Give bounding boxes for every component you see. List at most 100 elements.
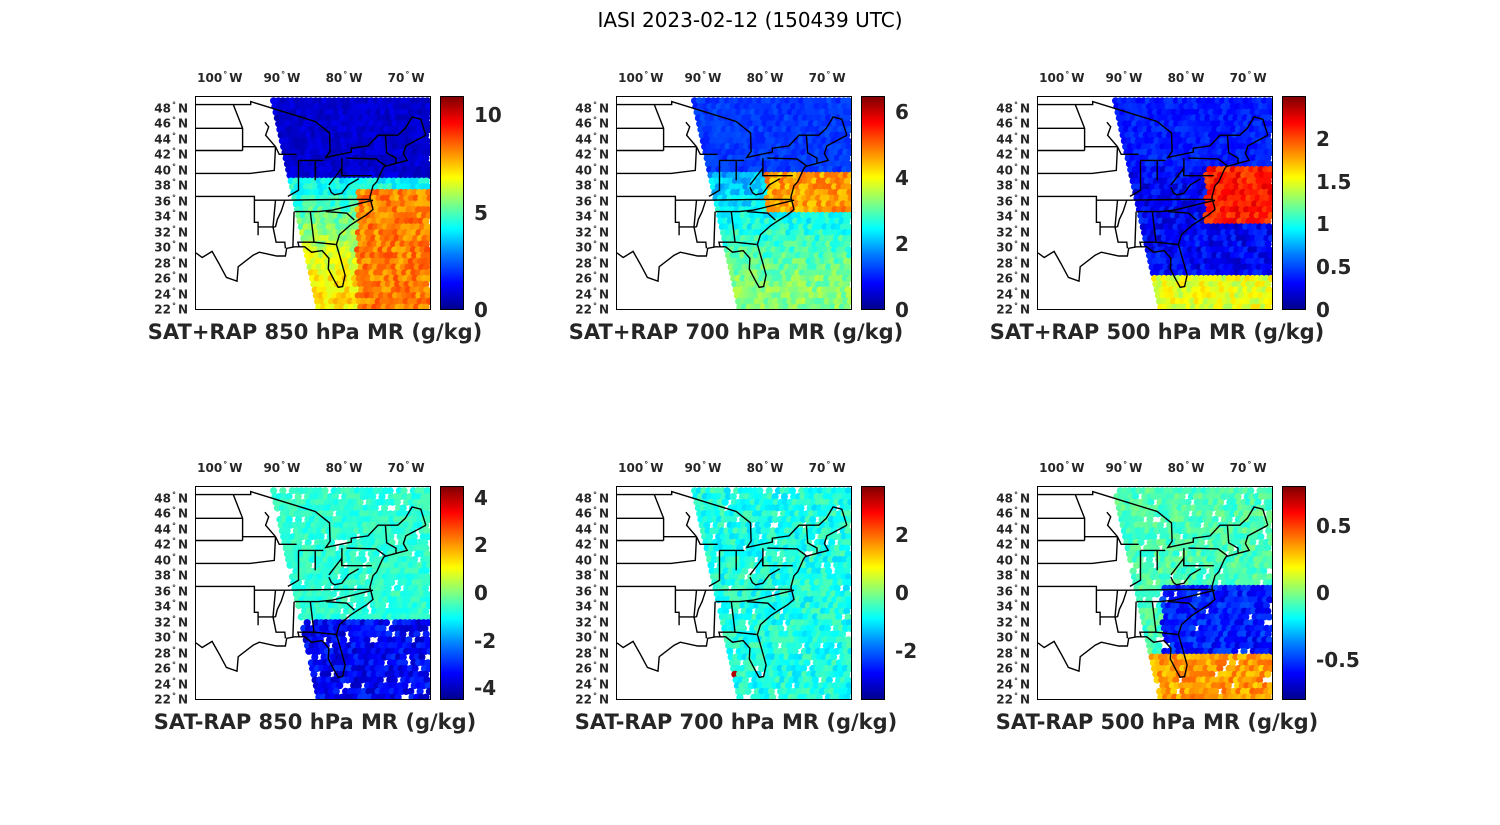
colorbar-tick-label: 1.5 bbox=[1316, 169, 1352, 194]
degree-symbol: ° bbox=[1013, 691, 1018, 701]
lat-label: 48° N bbox=[140, 490, 188, 505]
lat-direction: N bbox=[598, 522, 609, 537]
lon-degree: 80 bbox=[325, 461, 343, 475]
degree-symbol: ° bbox=[1185, 460, 1190, 469]
degree-symbol: ° bbox=[1065, 70, 1070, 79]
lat-degree: 26 bbox=[996, 271, 1013, 286]
lat-label: 36° N bbox=[561, 584, 609, 599]
lon-label: 90° W bbox=[263, 70, 300, 85]
lat-direction: N bbox=[598, 491, 609, 506]
lon-degree: 100 bbox=[1039, 461, 1065, 475]
degree-symbol: ° bbox=[1185, 70, 1190, 79]
lon-label: 100° W bbox=[197, 70, 242, 85]
lon-direction: W bbox=[411, 71, 425, 85]
lat-direction: N bbox=[177, 178, 188, 193]
lat-degree: 30 bbox=[154, 240, 171, 255]
degree-symbol: ° bbox=[171, 505, 176, 515]
lon-direction: W bbox=[349, 461, 363, 475]
state-boundaries bbox=[617, 490, 848, 679]
degree-symbol: ° bbox=[281, 70, 286, 79]
degree-symbol: ° bbox=[592, 536, 597, 546]
panel-title: SAT+RAP 850 hPa MR (g/kg) bbox=[147, 320, 483, 344]
lat-direction: N bbox=[1019, 209, 1030, 224]
degree-symbol: ° bbox=[405, 460, 410, 469]
lat-label: 28° N bbox=[140, 646, 188, 660]
lat-direction: N bbox=[1019, 101, 1030, 116]
degree-symbol: ° bbox=[171, 239, 176, 249]
swath-observations bbox=[270, 487, 430, 699]
lat-degree: 28 bbox=[996, 646, 1013, 661]
lat-degree: 46 bbox=[575, 116, 592, 131]
lat-label: 46° N bbox=[561, 506, 609, 521]
swath-observations bbox=[691, 97, 851, 309]
lat-degree: 40 bbox=[575, 163, 592, 178]
degree-symbol: ° bbox=[1013, 536, 1018, 546]
colorbar bbox=[440, 96, 464, 310]
degree-symbol: ° bbox=[171, 676, 176, 686]
lat-degree: 48 bbox=[154, 101, 171, 116]
map-panel-3: 100° W 90° W 80° W 70° W 48° N 46° N 44° N 42° N 40° N 38°… bbox=[982, 70, 1402, 370]
degree-symbol: ° bbox=[171, 490, 176, 500]
lat-label: 44° N bbox=[982, 522, 1030, 537]
lat-label: 26° N bbox=[982, 661, 1030, 675]
panel-title: SAT-RAP 850 hPa MR (g/kg) bbox=[153, 710, 477, 734]
lon-direction: W bbox=[1129, 461, 1143, 475]
lon-label: 90° W bbox=[263, 460, 300, 475]
colorbar bbox=[861, 96, 885, 310]
degree-symbol: ° bbox=[171, 614, 176, 624]
lat-label: 36° N bbox=[140, 194, 188, 208]
degree-symbol: ° bbox=[1013, 286, 1018, 296]
lat-label: 22° N bbox=[982, 691, 1030, 706]
degree-symbol: ° bbox=[1013, 162, 1018, 172]
lat-label: 30° N bbox=[561, 630, 609, 644]
degree-symbol: ° bbox=[592, 146, 597, 156]
degree-symbol: ° bbox=[592, 614, 597, 624]
lat-label: 38° N bbox=[140, 568, 188, 582]
colorbar-tick-label: 2 bbox=[1316, 126, 1330, 151]
lat-direction: N bbox=[598, 584, 609, 599]
lat-label: 34° N bbox=[561, 209, 609, 223]
lat-degree: 40 bbox=[154, 163, 171, 178]
lat-direction: N bbox=[598, 537, 609, 552]
lat-label: 32° N bbox=[561, 224, 609, 239]
lat-degree: 44 bbox=[996, 522, 1013, 537]
lat-direction: N bbox=[177, 225, 188, 240]
lat-direction: N bbox=[177, 553, 188, 568]
colorbar-tick-label: 0 bbox=[474, 581, 488, 605]
lat-degree: 30 bbox=[996, 630, 1013, 645]
lat-direction: N bbox=[1019, 194, 1030, 209]
lat-label: 30° N bbox=[982, 630, 1030, 645]
colorbar-tick-label: 2 bbox=[474, 533, 488, 558]
lat-degree: 22 bbox=[575, 302, 592, 317]
lon-direction: W bbox=[411, 461, 425, 475]
lat-direction: N bbox=[598, 132, 609, 147]
state-boundaries bbox=[196, 490, 427, 679]
lat-degree: 44 bbox=[996, 132, 1013, 147]
map-area bbox=[195, 486, 431, 700]
lon-degree: 70 bbox=[387, 461, 405, 475]
lon-label: 80° W bbox=[1168, 460, 1205, 475]
lat-direction: N bbox=[177, 287, 188, 302]
lat-label: 46° N bbox=[140, 116, 188, 130]
degree-symbol: ° bbox=[405, 70, 410, 79]
swath-observations bbox=[270, 97, 430, 309]
degree-symbol: ° bbox=[592, 115, 597, 125]
lat-label: 26° N bbox=[561, 271, 609, 285]
lat-direction: N bbox=[177, 584, 188, 599]
colorbar-tick-label: 0 bbox=[474, 298, 488, 322]
lat-label: 48° N bbox=[561, 101, 609, 115]
lon-label: 80° W bbox=[326, 70, 363, 85]
degree-symbol: ° bbox=[171, 224, 176, 234]
lat-label: 22° N bbox=[561, 302, 609, 317]
lat-degree: 46 bbox=[575, 506, 592, 521]
lat-degree: 40 bbox=[996, 163, 1013, 178]
degree-symbol: ° bbox=[592, 224, 597, 234]
lon-direction: W bbox=[770, 71, 784, 85]
lon-direction: W bbox=[650, 461, 664, 475]
lon-degree: 70 bbox=[1229, 461, 1247, 475]
degree-symbol: ° bbox=[592, 691, 597, 701]
lon-label: 100° W bbox=[618, 460, 663, 475]
lon-direction: W bbox=[1071, 71, 1085, 85]
lon-direction: W bbox=[708, 71, 722, 85]
degree-symbol: ° bbox=[171, 552, 176, 562]
